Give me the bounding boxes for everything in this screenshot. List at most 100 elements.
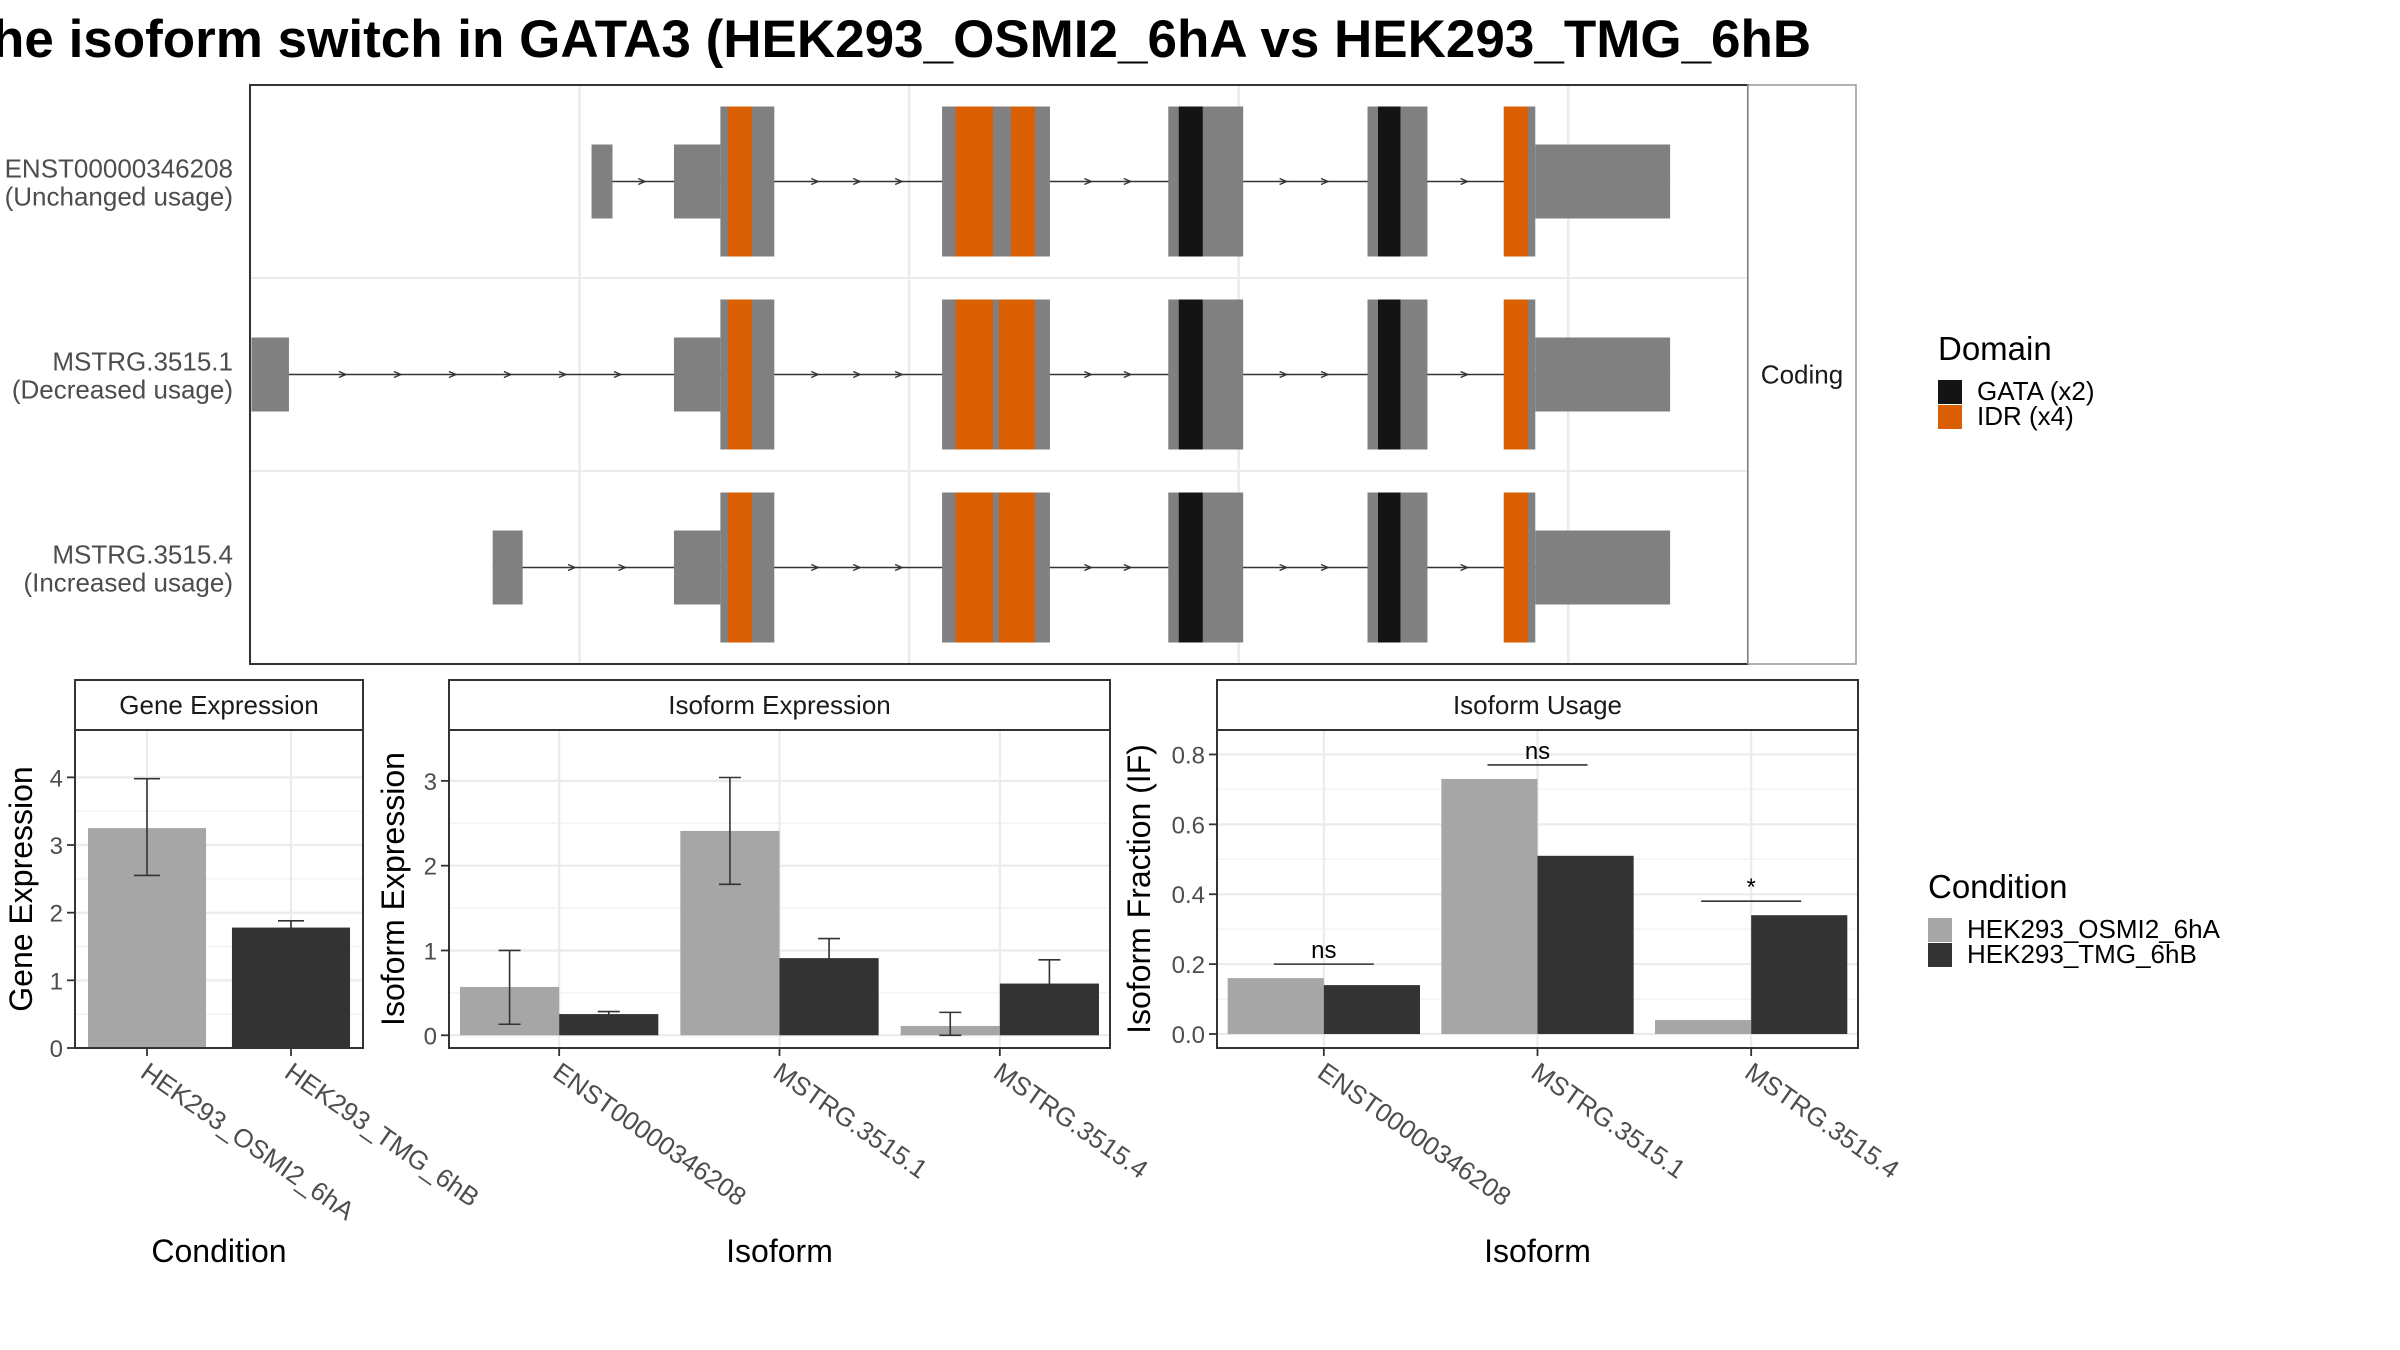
utr-exon — [492, 530, 523, 605]
intron-arrow — [810, 370, 820, 379]
plot-title: he isoform switch in GATA3 (HEK293_OSMI2… — [0, 10, 1811, 69]
intron-arrow — [1460, 370, 1470, 379]
y-tick-label: 2 — [50, 901, 63, 928]
legend-swatch — [1928, 943, 1952, 967]
y-tick-label: 0 — [50, 1036, 63, 1063]
x-tick-label: ENST00000346208 — [548, 1056, 752, 1212]
error-bar — [818, 937, 841, 979]
intron-arrow — [1320, 563, 1330, 572]
isoform-row-label: MSTRG.3515.1 — [52, 347, 233, 377]
error-bar — [939, 1011, 962, 1037]
legend-label: GATA (x2) — [1977, 376, 2095, 406]
bar — [231, 927, 351, 1048]
bar — [1323, 985, 1420, 1035]
x-tick-label: MSTRG.3515.4 — [1740, 1056, 1905, 1184]
intron-arrow — [1279, 370, 1289, 379]
x-tick-label: MSTRG.3515.4 — [988, 1056, 1153, 1184]
legend-title: Domain — [1938, 330, 2052, 367]
intron-arrow — [1084, 177, 1094, 186]
error-bar — [718, 776, 741, 886]
intron-arrow — [894, 370, 904, 379]
transcript-panel: ENST00000346208(Unchanged usage) MSTRG.35… — [5, 84, 1857, 665]
utr-exon — [673, 530, 721, 605]
intron-arrow — [1320, 370, 1330, 379]
panel-strip-title: Gene Expression — [119, 690, 318, 720]
bar — [1655, 1020, 1752, 1035]
isoform-row-label: ENST00000346208 — [5, 154, 233, 184]
utr-exon — [1535, 530, 1671, 605]
intron-arrow — [1084, 370, 1094, 379]
gata-domain — [1377, 492, 1401, 643]
intron-arrow — [613, 370, 623, 379]
y-axis-title: Isoform Expression — [375, 752, 411, 1026]
panel-strip — [1216, 679, 1859, 731]
idr-domain — [955, 106, 994, 257]
legend-label: IDR (x4) — [1977, 401, 2074, 431]
gata-domain — [1377, 106, 1401, 257]
intron-arrow — [894, 563, 904, 572]
intron-arrow — [1279, 563, 1289, 572]
intron-arrow — [1123, 370, 1133, 379]
intron-arrow — [1460, 177, 1470, 186]
panel-strip-title: Isoform Expression — [668, 690, 891, 720]
legend-label: HEK293_OSMI2_6hA — [1967, 914, 2221, 944]
legend-title: Condition — [1928, 868, 2067, 905]
idr-domain — [727, 492, 752, 643]
domain-legend: Domain GATA (x2)IDR (x4) — [1938, 330, 2095, 431]
intron-arrow — [810, 177, 820, 186]
gata-domain — [1178, 299, 1203, 450]
error-bar — [278, 920, 304, 934]
idr-domain — [1503, 299, 1528, 450]
gata-domain — [1178, 492, 1203, 643]
intron-arrow — [1084, 563, 1094, 572]
bar — [1751, 915, 1848, 1035]
y-tick-label: 0.2 — [1172, 952, 1205, 979]
isoform-usage-panel: Isoform Usage ns ns * 0.0 0.2 0.4 0.6 0.8 ENST000… — [1121, 679, 1905, 1269]
error-bar — [1038, 959, 1061, 1008]
x-axis-title: Isoform — [1484, 1233, 1591, 1269]
y-tick-label: 3 — [50, 833, 63, 860]
utr-exon — [1535, 144, 1671, 219]
bar — [559, 1014, 659, 1036]
panel-strip-title: Isoform Usage — [1453, 690, 1622, 720]
y-tick-label: 3 — [424, 769, 437, 796]
legend-label: HEK293_TMG_6hB — [1967, 939, 2197, 969]
bar — [1537, 855, 1634, 1035]
error-bar — [498, 949, 521, 1026]
significance-label: * — [1746, 874, 1755, 901]
isoform-usage-label: (Unchanged usage) — [5, 182, 233, 212]
y-tick-label: 0.4 — [1172, 882, 1205, 909]
utr-exon — [673, 337, 721, 412]
idr-domain — [999, 299, 1035, 450]
gata-domain — [1377, 299, 1401, 450]
intron-arrow — [448, 370, 458, 379]
idr-domain — [727, 106, 752, 257]
x-tick-label: MSTRG.3515.1 — [768, 1056, 933, 1184]
intron-arrow — [338, 370, 348, 379]
y-axis-title: Gene Expression — [3, 766, 39, 1011]
intron-arrow — [852, 563, 862, 572]
intron-arrow — [1320, 177, 1330, 186]
x-axis-title: Condition — [151, 1233, 286, 1269]
isoform-row-label: MSTRG.3515.4 — [52, 540, 233, 570]
y-tick-label: 2 — [424, 854, 437, 881]
idr-domain — [1503, 106, 1528, 257]
gene-expression-panel: Gene Expression01234HEK293_OSMI2_6hAHEK2… — [3, 679, 485, 1269]
intron-arrow — [1123, 563, 1133, 572]
idr-domain — [1010, 106, 1035, 257]
y-tick-label: 0.6 — [1172, 812, 1205, 839]
utr-exon — [1535, 337, 1671, 412]
intron-arrow — [852, 177, 862, 186]
isoform-usage-label: (Increased usage) — [23, 568, 233, 598]
y-axis-title: Isoform Fraction (IF) — [1121, 744, 1157, 1034]
significance-label: ns — [1525, 738, 1550, 765]
isoform-usage-label: (Decreased usage) — [12, 375, 233, 405]
intron-arrow — [1123, 177, 1133, 186]
gata-domain — [1178, 106, 1203, 257]
intron-arrow — [558, 370, 568, 379]
idr-domain — [1503, 492, 1528, 643]
x-tick-label: MSTRG.3515.1 — [1526, 1056, 1691, 1184]
